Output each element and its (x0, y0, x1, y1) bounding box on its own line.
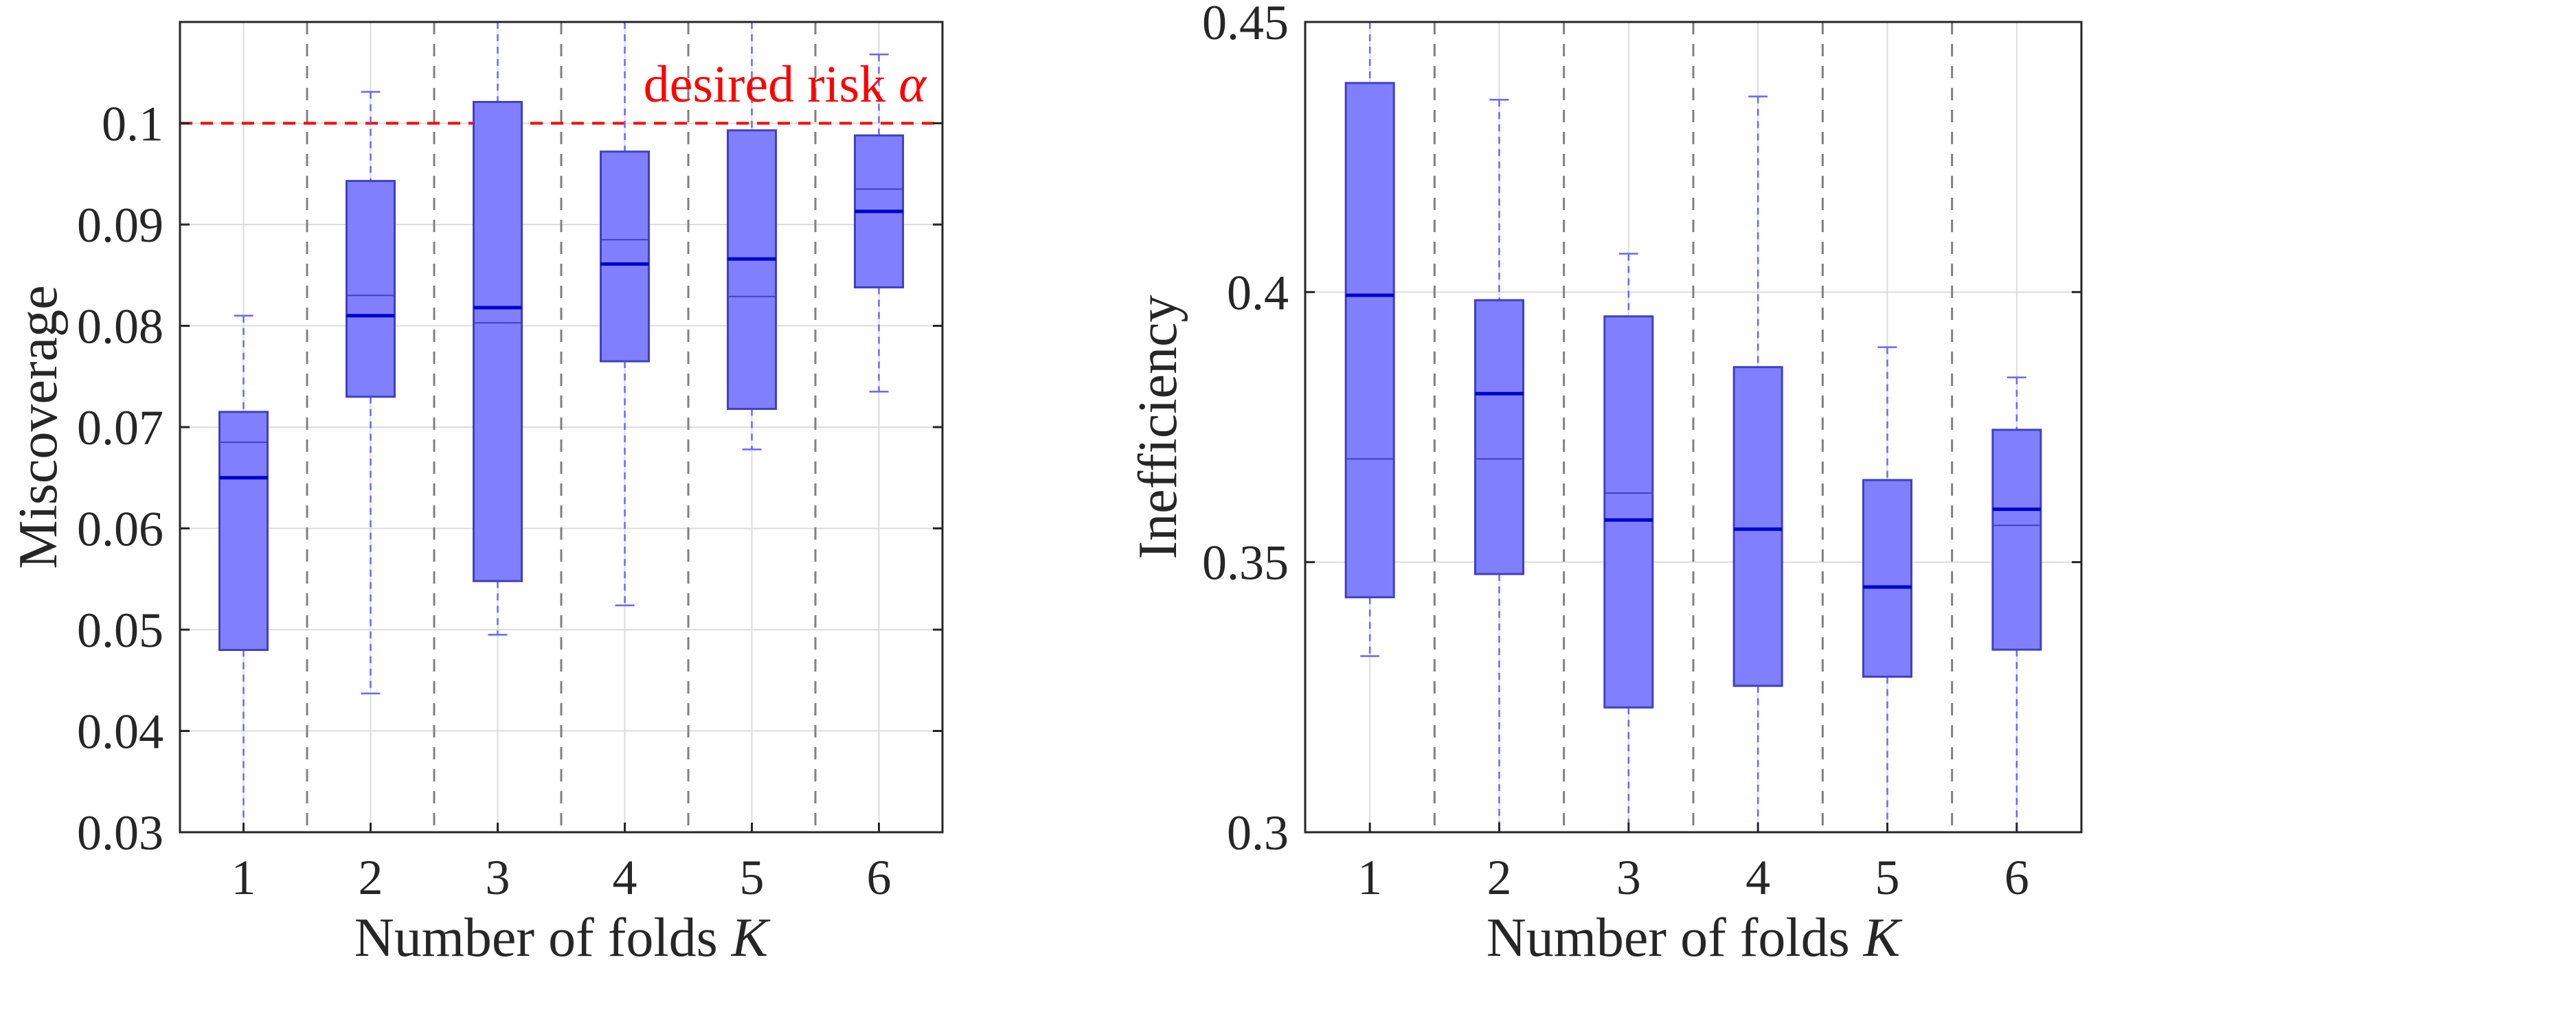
box-body (1603, 315, 1654, 709)
box-3 (1603, 253, 1654, 832)
y-tick-label: 0.05 (77, 603, 163, 658)
reference-line-label: desired risk α (644, 56, 927, 113)
x-ticks: 1 2 3 4 5 6 (1357, 823, 2029, 905)
x-tick-label: 6 (867, 850, 892, 905)
y-tick-label: 0.35 (1202, 536, 1289, 591)
x-tick-label: 1 (231, 850, 256, 905)
box-body (346, 180, 396, 398)
box-2 (1474, 99, 1524, 832)
y-tick-label: 0.45 (1202, 0, 1289, 50)
y-tick-label: 0.03 (77, 805, 163, 860)
box-body (1344, 82, 1395, 599)
box-2 (346, 91, 396, 695)
x-tick-label: 6 (2004, 850, 2029, 905)
y-tick-label: 0.1 (102, 97, 163, 152)
y-tick-label: 0.09 (77, 198, 163, 253)
miscoverage-panel: 0.03 0.04 0.05 0.06 0.07 0.08 0.09 0.1 1 2 3 4 5 6 d… (8, 21, 944, 968)
x-axis-label-text: Number of folds (354, 908, 718, 968)
x-tick-label: 5 (740, 850, 765, 905)
y-tick-label: 0.4 (1227, 265, 1289, 320)
x-axis-symbol: K (731, 908, 771, 968)
y-tick-label: 0.06 (77, 502, 163, 557)
box-4 (1732, 95, 1783, 832)
box-3 (473, 22, 523, 636)
box-6 (1991, 376, 2042, 832)
inefficiency-panel: 0.3 0.35 0.4 0.45 1 2 3 4 5 6 Inefficiency Numbe… (1128, 0, 2083, 968)
box-4 (600, 22, 650, 606)
category-separators (1433, 22, 1954, 832)
plot-frame (1304, 21, 2083, 834)
box-body (1732, 366, 1783, 687)
y-tick-label: 0.08 (77, 299, 163, 354)
x-ticks: 1 2 3 4 5 6 (231, 823, 892, 905)
x-axis-label: Number of folds K (1487, 908, 1903, 968)
x-axis-label: Number of folds K (354, 908, 771, 968)
y-axis-label: Miscoverage (8, 285, 69, 569)
box-body (727, 129, 777, 410)
x-tick-label: 3 (1616, 850, 1641, 905)
y-axis-label: Inefficiency (1128, 295, 1188, 560)
y-ticks: 0.3 0.35 0.4 0.45 (1202, 0, 2081, 860)
x-tick-label: 5 (1875, 850, 1900, 905)
box-body (1991, 428, 2042, 651)
y-tick-label: 0.04 (77, 705, 163, 759)
box-body (473, 101, 523, 582)
box-5 (1862, 346, 1912, 832)
x-axis-label-text: Number of folds (1487, 908, 1850, 968)
x-tick-label: 3 (486, 850, 510, 905)
box-body (1474, 299, 1524, 575)
box-body (1862, 479, 1912, 678)
box-1 (218, 314, 269, 832)
x-axis-symbol: K (1863, 908, 1903, 968)
boxes (1344, 22, 2042, 832)
reference-line-label-text: desired risk (644, 56, 885, 113)
x-tick-label: 2 (1487, 850, 1512, 905)
category-separators (306, 22, 817, 832)
x-tick-label: 1 (1357, 850, 1382, 905)
y-ticks: 0.03 0.04 0.05 0.06 0.07 0.08 0.09 0.1 (77, 97, 942, 860)
box-body (218, 411, 269, 651)
box-1 (1344, 22, 1395, 657)
y-tick-label: 0.3 (1227, 805, 1289, 860)
x-tick-label: 4 (613, 850, 637, 905)
boxes (218, 22, 904, 832)
x-tick-label: 4 (1745, 850, 1770, 905)
box-6 (854, 53, 904, 393)
y-tick-label: 0.07 (77, 400, 163, 455)
x-tick-label: 2 (359, 850, 383, 905)
alpha-symbol: α (899, 56, 927, 113)
box-body (600, 150, 650, 363)
box-5 (727, 22, 777, 450)
